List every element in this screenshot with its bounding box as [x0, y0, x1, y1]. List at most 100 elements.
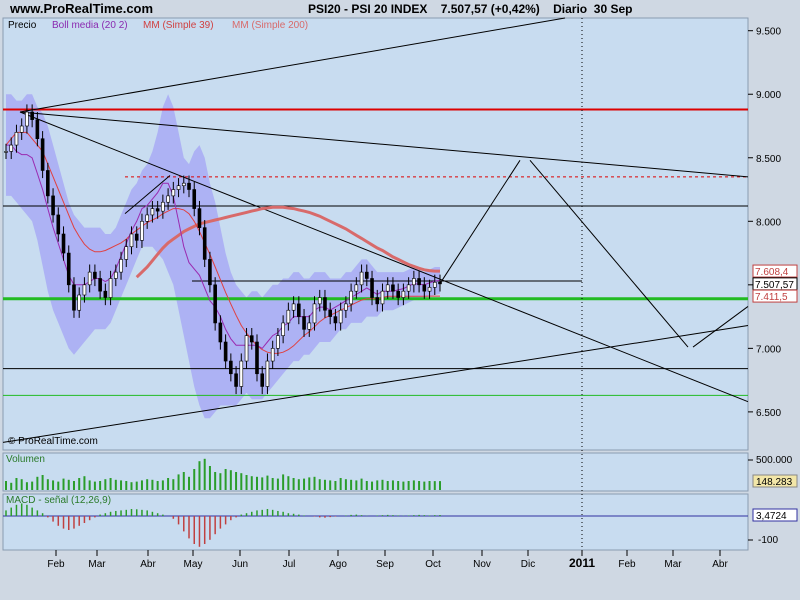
price-body-15 [82, 284, 87, 296]
macd-panel-bg [2, 493, 749, 551]
price-body-34 [181, 182, 186, 187]
volume-bar-24 [130, 482, 133, 490]
price-body-83 [438, 281, 442, 285]
volume-label: Volumen [6, 454, 45, 465]
price-body-4 [25, 111, 29, 127]
axis-layer: 9.5009.0008.5008.0007.5007.0006.5007.608… [47, 18, 798, 570]
price-body-37 [197, 208, 202, 228]
price-body-35 [187, 182, 191, 190]
volume-bar-56 [297, 479, 300, 490]
price-body-42 [223, 341, 228, 362]
volume-bar-2 [15, 478, 18, 490]
price-body-23 [124, 246, 129, 260]
volume-bar-8 [46, 479, 49, 490]
price-tick-label-5: 7.000 [756, 344, 781, 355]
price-body-60 [317, 297, 322, 305]
volume-panel-bg [2, 452, 749, 492]
price-body-69 [364, 271, 369, 279]
price-body-77 [406, 284, 411, 292]
x-tick-label-4: Jun [232, 559, 248, 570]
price-body-11 [61, 233, 66, 254]
volume-bar-81 [428, 481, 431, 490]
volume-bar-10 [57, 481, 60, 490]
price-body-72 [380, 290, 385, 305]
volume-bar-55 [292, 478, 295, 490]
price-body-12 [66, 252, 71, 286]
volume-bar-52 [276, 478, 279, 490]
price-body-19 [103, 290, 108, 298]
price-body-67 [354, 284, 359, 292]
price-tick-label-2: 8.500 [756, 154, 781, 165]
boll-mid-line [6, 144, 441, 350]
price-body-38 [202, 227, 207, 260]
price-body-45 [239, 360, 244, 387]
volume-bar-50 [266, 475, 269, 490]
ma39-line [5, 131, 440, 354]
x-tick-label-12: Feb [618, 559, 636, 570]
x-tick-label-7: Sep [376, 559, 394, 570]
volume-bar-66 [350, 479, 353, 490]
price-body-1 [9, 144, 14, 152]
volume-bar-22 [120, 480, 123, 490]
x-tick-label-13: Mar [664, 559, 682, 570]
volume-bar-18 [99, 481, 102, 490]
trendline-6 [692, 306, 749, 348]
trendline-5 [529, 159, 689, 348]
volume-bar-35 [188, 476, 191, 490]
price-body-54 [286, 309, 291, 324]
volume-bar-6 [36, 476, 39, 490]
volume-bar-62 [329, 480, 332, 490]
volume-bar-3 [20, 479, 23, 490]
price-tag-1: 7.507,57 [755, 280, 794, 291]
price-body-16 [87, 271, 92, 286]
watermark: © ProRealTime.com [8, 436, 98, 447]
volume-bar-29 [156, 481, 159, 490]
x-tick-label-6: Ago [329, 559, 347, 570]
volume-bar-43 [229, 470, 232, 490]
volume-bar-69 [365, 481, 368, 490]
x-tick-label-9: Nov [473, 559, 491, 570]
volume-bar-13 [72, 481, 75, 490]
price-body-76 [401, 290, 406, 298]
price-body-40 [213, 284, 217, 324]
price-body-30 [161, 201, 165, 212]
price-body-8 [46, 170, 50, 197]
volume-bar-1 [10, 482, 13, 490]
price-body-73 [385, 284, 390, 292]
header-bar: www.ProRealTime.com PSI20 - PSI 20 INDEX… [0, 0, 800, 18]
volume-bar-73 [386, 481, 389, 490]
price-body-46 [244, 335, 249, 362]
price-body-2 [14, 132, 19, 146]
volume-bar-9 [52, 480, 55, 490]
price-body-79 [417, 278, 421, 286]
site-name[interactable]: www.ProRealTime.com [10, 1, 154, 16]
volume-bar-41 [219, 473, 222, 490]
price-body-28 [150, 208, 155, 216]
volume-bar-25 [135, 481, 138, 490]
macd-last-box [752, 508, 798, 522]
price-body-25 [134, 233, 139, 241]
price-layer [2, 17, 749, 443]
volume-bar-28 [151, 479, 154, 490]
volume-bar-19 [104, 479, 107, 490]
volume-bar-23 [125, 481, 128, 490]
volume-bar-15 [83, 476, 86, 490]
price-body-66 [349, 290, 353, 305]
price-body-6 [35, 119, 40, 140]
price-tag-0: 7.608,4 [755, 267, 789, 278]
price-body-56 [297, 303, 301, 317]
volume-bar-30 [161, 480, 164, 490]
price-body-5 [30, 111, 34, 120]
volume-bar-31 [167, 478, 170, 490]
volume-bar-46 [245, 475, 248, 490]
volume-layer [5, 458, 441, 490]
volume-bar-77 [407, 481, 410, 490]
price-body-7 [40, 138, 45, 171]
macd-last-label: 3,4724 [756, 511, 787, 522]
price-body-44 [234, 373, 238, 387]
price-body-43 [229, 360, 233, 375]
volume-bar-67 [355, 480, 358, 490]
volume-bar-82 [433, 481, 436, 490]
price-body-41 [218, 322, 223, 343]
